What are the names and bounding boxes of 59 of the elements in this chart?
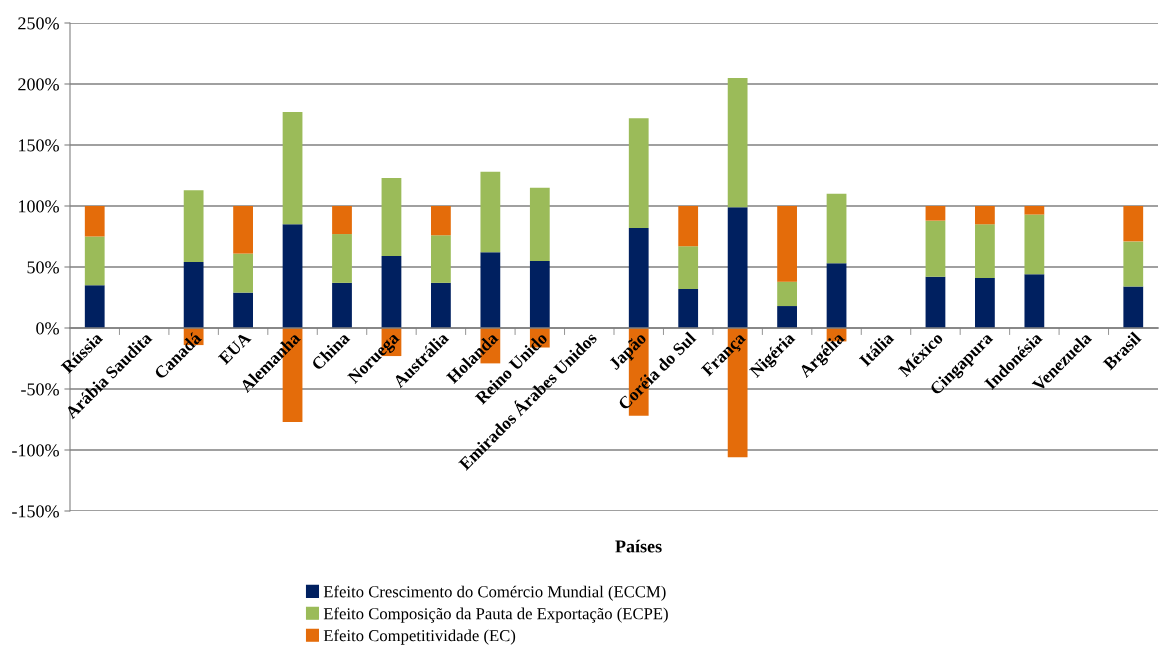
- bar: [727, 207, 748, 328]
- bar: [529, 187, 550, 261]
- bar: [628, 227, 649, 328]
- bar: [233, 206, 253, 254]
- bar: [332, 206, 352, 235]
- bar: [233, 253, 253, 293]
- bar: [1123, 286, 1144, 328]
- bar: [282, 112, 303, 225]
- bar: [678, 246, 699, 289]
- y-tick-label: 200%: [18, 78, 59, 91]
- bar: [777, 206, 797, 282]
- bar: [925, 206, 946, 221]
- bar: [975, 224, 995, 278]
- bar: [183, 262, 204, 328]
- y-tick-label: 150%: [19, 139, 59, 152]
- legend-label: Efeito Crescimento do Comércio Mundial (ECCM): [323, 585, 666, 601]
- bar: [431, 206, 451, 236]
- bar: [332, 234, 352, 283]
- bar: [777, 306, 797, 328]
- bar: [84, 285, 105, 328]
- legend-label: Efeito Composição da Pauta de Exportação (ECPE): [323, 607, 668, 623]
- bar: [381, 256, 402, 328]
- bar: [183, 190, 204, 263]
- y-tick-label: -100%: [12, 444, 59, 457]
- y-tick-label: 250%: [18, 17, 59, 30]
- bar: [925, 276, 946, 328]
- bar: [777, 281, 797, 307]
- bar: [480, 171, 501, 253]
- bar: [84, 236, 105, 286]
- bar: [1024, 274, 1045, 328]
- bar: [233, 292, 253, 328]
- bar: [282, 224, 303, 328]
- bar: [480, 252, 501, 328]
- legend-label: Efeito Competitividade (EC): [323, 629, 516, 645]
- bar: [381, 177, 402, 257]
- bar: [678, 288, 699, 328]
- bar: [332, 282, 352, 328]
- bar: [826, 193, 847, 264]
- bar: [925, 220, 946, 277]
- y-tick-label: -150%: [12, 505, 59, 518]
- bar: [1024, 214, 1045, 275]
- bar: [84, 206, 105, 237]
- bar: [975, 206, 995, 225]
- bar: [1024, 206, 1045, 215]
- x-axis-title: Países: [615, 539, 662, 553]
- bar: [975, 277, 995, 328]
- bar: [727, 77, 748, 208]
- y-tick-label: 0%: [36, 322, 59, 335]
- y-tick-label: -50%: [21, 383, 59, 396]
- bar: [1123, 241, 1144, 287]
- bar: [431, 235, 451, 283]
- y-tick-label: 50%: [27, 261, 59, 274]
- bar: [678, 206, 699, 247]
- bar: [1123, 206, 1144, 242]
- bar: [628, 118, 649, 228]
- bar: [529, 260, 550, 328]
- bar: [431, 282, 451, 328]
- bar: [826, 263, 847, 328]
- y-tick-label: 100%: [19, 200, 59, 213]
